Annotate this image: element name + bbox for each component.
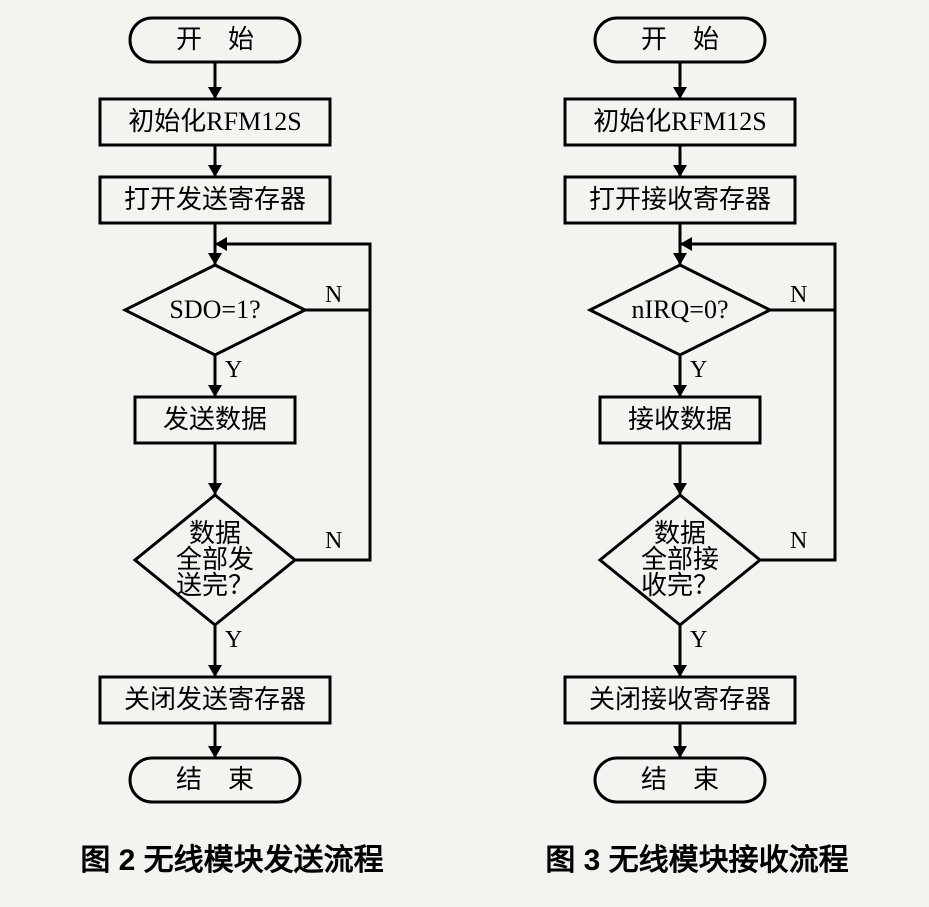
- arrow-check1-action: [673, 355, 687, 397]
- init-node-label: 初始化RFM12S: [128, 107, 301, 136]
- decision2-node-label-1: 全部发: [176, 545, 254, 574]
- decision1-node-label: SDO=1?: [169, 295, 260, 324]
- open-node: 打开接收寄存器: [565, 177, 795, 223]
- label-check2-n: N: [325, 528, 342, 554]
- flowchart-right: 开 始初始化RFM12S 打开接收寄存器 nIRQ=0? 接收数据数据全部接收完？ 关闭…: [465, 0, 929, 907]
- arrow-init-open: [208, 145, 222, 177]
- end-node-label: 结 束: [640, 765, 718, 794]
- open-node-label: 打开接收寄存器: [588, 185, 770, 214]
- label-check1-y: Y: [225, 357, 242, 383]
- label-check1-n: N: [325, 282, 342, 308]
- arrow-start-init: [673, 62, 687, 99]
- arrow-close-end: [208, 723, 222, 758]
- decision2-node-label-2: 收完？: [640, 571, 718, 600]
- decision2-node-label-1: 全部接: [640, 545, 718, 574]
- decision2-node-label-0: 数据: [189, 519, 241, 548]
- action-node: 接收数据: [600, 397, 760, 443]
- loop-check2-n: [295, 310, 370, 560]
- arrow-check2-close: [673, 625, 687, 677]
- arrow-check2-close: [208, 625, 222, 677]
- decision2-node: 数据全部接收完？: [600, 495, 760, 625]
- label-check1-n: N: [790, 282, 807, 308]
- decision2-node-label-0: 数据: [653, 519, 705, 548]
- decision1-node: nIRQ=0?: [590, 265, 770, 355]
- arrow-start-init: [208, 62, 222, 99]
- close-node: 关闭接收寄存器: [565, 677, 795, 723]
- caption: 图 2 无线模块发送流程: [80, 844, 383, 877]
- arrow-action-check2: [673, 443, 687, 495]
- caption: 图 3 无线模块接收流程: [545, 844, 848, 877]
- flowchart-container: 开 始初始化RFM12S打开发送寄存器SDO=1?发送数据数据全部发送完？关闭发…: [0, 0, 929, 907]
- start-node: 开 始: [595, 18, 765, 62]
- close-node: 关闭发送寄存器: [100, 677, 330, 723]
- open-node: 打开发送寄存器: [100, 177, 330, 223]
- action-node-label: 接收数据: [627, 405, 731, 434]
- loop-check2-n: [760, 310, 835, 560]
- arrow-action-check2: [208, 443, 222, 495]
- init-node: 初始化RFM12S: [100, 99, 330, 145]
- label-check2-y: Y: [225, 627, 242, 653]
- action-node: 发送数据: [135, 397, 295, 443]
- arrow-close-end: [673, 723, 687, 758]
- init-node-label: 初始化RFM12S: [593, 107, 766, 136]
- start-node-label: 开 始: [176, 25, 254, 54]
- flowchart-left: 开 始初始化RFM12S 打开发送寄存器 SDO=1? 发送数据数据全部发送完？ 关闭发…: [0, 0, 465, 907]
- close-node-label: 关闭发送寄存器: [124, 685, 306, 714]
- label-check2-y: Y: [690, 627, 707, 653]
- arrow-init-open: [673, 145, 687, 177]
- label-check1-y: Y: [690, 357, 707, 383]
- end-node: 结 束: [130, 758, 300, 802]
- end-node: 结 束: [595, 758, 765, 802]
- decision2-node-label-2: 送完？: [176, 571, 254, 600]
- open-node-label: 打开发送寄存器: [124, 185, 306, 214]
- action-node-label: 发送数据: [163, 405, 267, 434]
- start-node: 开 始: [130, 18, 300, 62]
- init-node: 初始化RFM12S: [565, 99, 795, 145]
- close-node-label: 关闭接收寄存器: [588, 685, 770, 714]
- start-node-label: 开 始: [640, 25, 718, 54]
- arrow-check1-action: [208, 355, 222, 397]
- decision1-node-label: nIRQ=0?: [631, 295, 728, 324]
- decision1-node: SDO=1?: [125, 265, 305, 355]
- end-node-label: 结 束: [176, 765, 254, 794]
- decision2-node: 数据全部发送完？: [135, 495, 295, 625]
- label-check2-n: N: [790, 528, 807, 554]
